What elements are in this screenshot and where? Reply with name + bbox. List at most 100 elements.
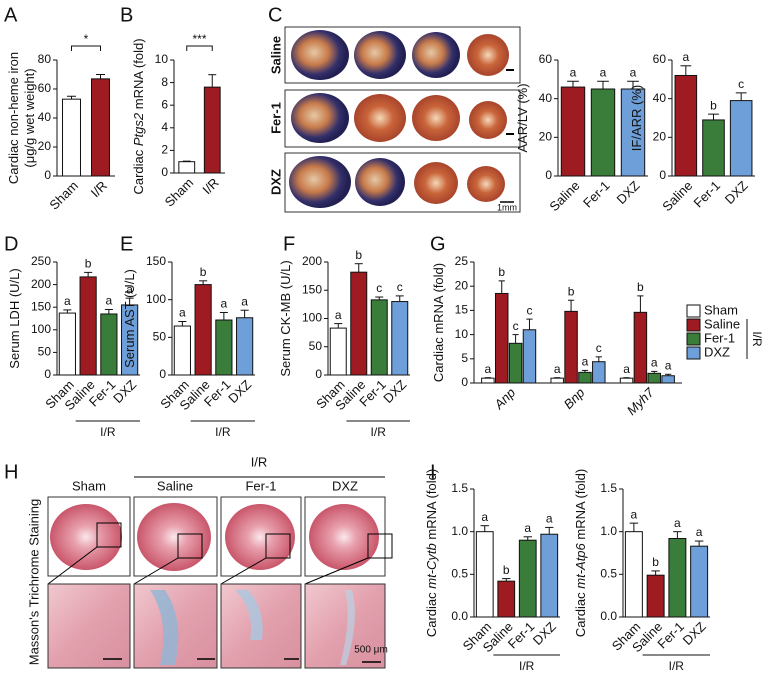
annotation: b bbox=[652, 555, 659, 569]
annotation: a bbox=[64, 294, 71, 308]
bar bbox=[475, 531, 494, 618]
error-bar bbox=[694, 540, 704, 547]
y-tick-label: 0 bbox=[545, 168, 552, 182]
bar bbox=[91, 78, 110, 177]
y-tick-label: 50 bbox=[309, 339, 323, 353]
annotation: b bbox=[355, 248, 362, 262]
y-tick-label: 80 bbox=[38, 52, 52, 66]
y-axis-label: Serum AST (U/L) bbox=[122, 269, 137, 368]
error-bar bbox=[84, 271, 93, 277]
annotation: a bbox=[126, 282, 133, 296]
y-tick-label: 0.0 bbox=[451, 609, 468, 623]
zoom-image bbox=[47, 583, 131, 669]
row-label: Saline bbox=[268, 36, 283, 74]
annotation: a bbox=[485, 362, 492, 376]
annotation: c bbox=[526, 303, 532, 317]
annotation: c bbox=[596, 341, 602, 355]
annotation: a bbox=[665, 358, 672, 372]
fibrosis bbox=[340, 590, 355, 665]
annotation: a bbox=[335, 308, 342, 322]
error-bar bbox=[63, 309, 72, 314]
annotation: b bbox=[498, 265, 505, 279]
error-bar bbox=[208, 74, 217, 88]
bar bbox=[350, 271, 368, 376]
zoom-line bbox=[47, 546, 98, 585]
y-tick-label: 4 bbox=[161, 120, 168, 134]
c-images bbox=[284, 26, 521, 213]
error-bar bbox=[708, 113, 719, 120]
y-tick-label: 50 bbox=[153, 330, 167, 344]
bar bbox=[661, 375, 675, 384]
x-tick-label: Myh7 bbox=[624, 384, 658, 418]
annotation: a bbox=[631, 507, 638, 521]
y-tick-label: 100 bbox=[31, 322, 51, 336]
panel-letter: A bbox=[4, 4, 18, 26]
error-bar bbox=[597, 80, 609, 89]
bar bbox=[578, 371, 592, 384]
error-bar bbox=[523, 536, 532, 541]
error-bar bbox=[581, 369, 589, 373]
error-bar bbox=[104, 308, 113, 314]
error-bar bbox=[735, 92, 747, 101]
error-bar bbox=[545, 526, 554, 535]
bar bbox=[668, 537, 687, 618]
x-tick-label: DXZ bbox=[110, 377, 139, 406]
y-label-run: IF/ARR (%) bbox=[629, 85, 644, 151]
y-tick-label: 250 bbox=[31, 254, 51, 268]
y-tick-label: 150 bbox=[302, 282, 322, 296]
bar bbox=[619, 377, 634, 384]
error-bar bbox=[96, 74, 105, 79]
x-tick-label: Anp bbox=[491, 385, 519, 413]
group-label: I/R bbox=[669, 659, 685, 673]
zoom-box bbox=[96, 522, 122, 548]
error-bar bbox=[637, 295, 644, 313]
bar bbox=[540, 533, 559, 618]
y-label-run: mRNA (fold) bbox=[424, 469, 439, 543]
y-tick-label: 0 bbox=[161, 165, 168, 179]
error-bar bbox=[512, 334, 519, 344]
y-tick-label: 40 bbox=[38, 110, 52, 124]
annotation: a bbox=[546, 512, 553, 526]
y-axis-label: Serum LDH (U/L) bbox=[7, 268, 22, 368]
bar bbox=[329, 327, 347, 376]
y-label-run: mt-Atp6 bbox=[573, 542, 588, 588]
error-bar bbox=[178, 321, 187, 327]
y-label-line: Cardiac non-heme iron bbox=[6, 52, 21, 184]
legend-swatch bbox=[686, 304, 701, 318]
heart-slice bbox=[412, 32, 460, 78]
panel-letter: F bbox=[283, 233, 295, 255]
bar bbox=[702, 119, 725, 177]
annotation: a bbox=[600, 65, 607, 79]
annotation: b bbox=[710, 98, 717, 112]
x-tick-label: Saline bbox=[659, 178, 695, 214]
x-tick-label: DXZ bbox=[225, 377, 254, 406]
error-bar bbox=[567, 299, 575, 312]
annotation: a bbox=[524, 521, 531, 535]
annotation: a bbox=[481, 510, 488, 524]
y-tick-label: 0 bbox=[44, 168, 51, 182]
y-tick-label: 200 bbox=[31, 277, 51, 291]
zoom-line bbox=[304, 557, 369, 585]
annotation: a bbox=[682, 50, 689, 64]
annotation: a bbox=[221, 297, 228, 311]
panel-letter: G bbox=[430, 233, 446, 255]
panel-letter: I bbox=[430, 461, 436, 483]
bar bbox=[633, 311, 648, 384]
y-axis-label: Cardiac mt-Atp6 mRNA (fold) bbox=[573, 469, 588, 637]
zoom-line bbox=[220, 557, 267, 585]
bar bbox=[58, 312, 76, 376]
error-bar bbox=[673, 531, 682, 539]
y-tick-label: 1.5 bbox=[600, 481, 617, 495]
x-tick-label: DXZ bbox=[614, 178, 643, 207]
y-tick-label: 20 bbox=[38, 139, 52, 153]
y-tick-label: 0 bbox=[315, 367, 322, 381]
y-tick-label: 5 bbox=[461, 351, 468, 365]
y-tick-label: 20 bbox=[539, 130, 553, 144]
annotation: a bbox=[241, 294, 248, 308]
heart-slice bbox=[469, 101, 507, 139]
x-tick-label: DXZ bbox=[722, 178, 751, 207]
bar bbox=[518, 539, 537, 618]
annotation: a bbox=[106, 294, 113, 308]
y-label-run: Cardiac bbox=[424, 589, 439, 637]
